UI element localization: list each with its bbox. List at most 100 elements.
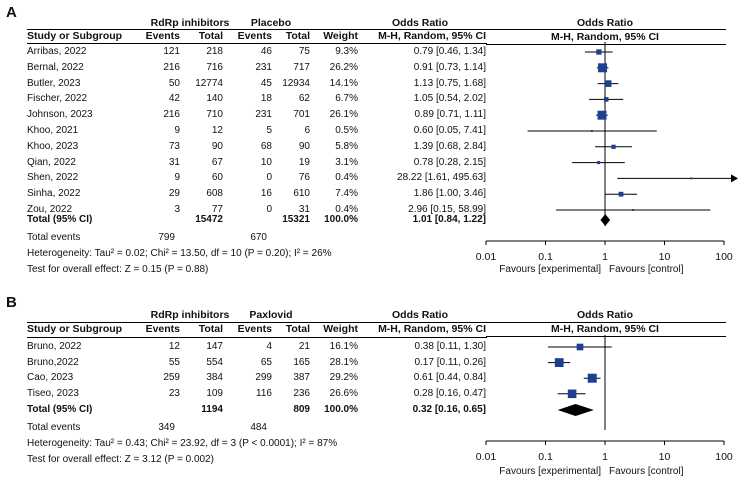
or-ci-cell: 0.60 [0.05, 7.41] <box>413 125 486 136</box>
total-events2: 670 <box>250 232 267 243</box>
panel-letter: A <box>6 4 17 21</box>
col-weight-header: Weight <box>323 323 358 335</box>
total2-sum: 15321 <box>282 214 310 225</box>
events1-cell: 31 <box>168 156 180 168</box>
weight-cell: 26.6% <box>329 387 358 399</box>
events1-cell: 9 <box>174 172 180 184</box>
or-ci-cell: 0.78 [0.28, 2.15] <box>413 156 486 168</box>
study-name: Shen, 2022 <box>27 172 79 184</box>
point-estimate-square <box>554 358 564 368</box>
study-name: Bruno,2022 <box>27 356 79 368</box>
x-tick-label: 10 <box>659 251 671 263</box>
weight-cell: 16.1% <box>329 341 358 352</box>
point-estimate-square <box>590 130 593 132</box>
favours-control-label: Favours [control] <box>609 264 684 275</box>
events2-cell: 0 <box>266 204 272 215</box>
plot-title: Odds Ratio <box>576 17 633 29</box>
weight-cell: 0.5% <box>335 125 358 136</box>
heterogeneity-text: Heterogeneity: Tau² = 0.43; Chi² = 23.92… <box>27 438 338 449</box>
total1-cell: 218 <box>206 46 223 57</box>
total2-cell: 610 <box>293 188 310 200</box>
col-total1-header: Total <box>198 323 223 335</box>
total2-cell: 701 <box>293 109 310 121</box>
weight-cell: 29.2% <box>329 372 358 384</box>
total2-cell: 75 <box>298 46 310 57</box>
events1-cell: 121 <box>163 46 180 57</box>
total-weight: 100.0% <box>324 214 358 225</box>
total2-cell: 21 <box>298 341 310 352</box>
group1-header: RdRp inhibitors <box>150 17 230 29</box>
x-tick-label: 0.01 <box>476 251 497 263</box>
x-tick-label: 100 <box>715 451 733 463</box>
total1-cell: 710 <box>206 109 223 121</box>
events2-cell: 45 <box>260 77 272 89</box>
total1-cell: 608 <box>206 188 223 200</box>
total1-cell: 77 <box>211 204 223 215</box>
events1-cell: 259 <box>163 372 180 384</box>
total1-cell: 12 <box>211 125 223 136</box>
x-tick-label: 0.01 <box>476 451 497 463</box>
or-ci-cell: 0.38 [0.11, 1.30] <box>414 341 486 352</box>
events1-cell: 216 <box>163 109 180 121</box>
events2-cell: 16 <box>260 188 272 200</box>
favours-experimental-label: Favours [experimental] <box>499 264 601 275</box>
weight-cell: 7.4% <box>335 188 358 200</box>
events2-cell: 116 <box>256 387 272 399</box>
total2-cell: 62 <box>298 93 310 105</box>
events2-cell: 231 <box>255 109 272 121</box>
col-or-method-header: M-H, Random, 95% CI <box>378 30 486 42</box>
point-estimate-square <box>597 161 601 165</box>
total1-cell: 109 <box>206 387 223 399</box>
total1-cell: 12774 <box>195 77 223 89</box>
events1-cell: 42 <box>168 93 180 105</box>
pooled-diamond <box>600 214 611 226</box>
weight-cell: 0.4% <box>335 172 358 184</box>
x-tick-label: 1 <box>602 251 608 263</box>
total-or-ci: 1.01 [0.84, 1.22] <box>412 214 486 225</box>
study-name: Qian, 2022 <box>27 156 76 168</box>
overall-effect-text: Test for overall effect: Z = 0.15 (P = 0… <box>27 264 209 275</box>
favours-control-label: Favours [control] <box>609 466 684 477</box>
total2-cell: 165 <box>293 356 310 368</box>
total-events1: 799 <box>158 232 175 243</box>
or-ci-cell: 0.89 [0.71, 1.11] <box>414 109 486 121</box>
events2-cell: 4 <box>266 341 272 352</box>
study-name: Johnson, 2023 <box>27 109 93 121</box>
plot-title-rule <box>486 322 726 323</box>
weight-cell: 14.1% <box>329 77 358 89</box>
or-ci-cell: 1.13 [0.75, 1.68] <box>413 77 486 89</box>
point-estimate-square <box>690 177 693 180</box>
or-ci-cell: 0.91 [0.73, 1.14] <box>413 61 486 73</box>
total-events-label: Total events <box>27 232 81 243</box>
x-tick-label: 1 <box>602 451 608 463</box>
ci-arrow <box>731 174 738 183</box>
events1-cell: 9 <box>174 125 180 136</box>
study-name: Cao, 2023 <box>27 372 74 384</box>
total2-cell: 19 <box>298 156 310 168</box>
overall-effect-text: Test for overall effect: Z = 3.12 (P = 0… <box>27 454 214 465</box>
total1-cell: 716 <box>206 61 223 73</box>
panel-letter: B <box>6 294 17 311</box>
point-estimate-square <box>618 191 624 197</box>
total1-sum: 15472 <box>195 214 223 225</box>
weight-cell: 26.2% <box>329 61 358 73</box>
study-name: Arribas, 2022 <box>27 46 87 57</box>
total2-cell: 90 <box>298 140 310 152</box>
table-top-rule <box>27 322 487 323</box>
point-estimate-square <box>596 49 602 55</box>
col-events2-header: Events <box>237 30 272 42</box>
table-header-rule <box>27 337 487 338</box>
group2-header: Paxlovid <box>249 309 293 321</box>
or-ci-cell: 0.17 [0.11, 0.26] <box>414 356 486 368</box>
point-estimate-square <box>611 144 616 149</box>
x-tick-label: 0.1 <box>538 451 553 463</box>
events2-cell: 231 <box>255 61 272 73</box>
plot-title: Odds Ratio <box>576 309 633 321</box>
total2-cell: 12934 <box>282 77 310 89</box>
total1-cell: 90 <box>211 140 223 152</box>
total1-cell: 60 <box>211 172 223 184</box>
study-name: Bernal, 2022 <box>27 61 84 73</box>
events2-cell: 10 <box>260 156 272 168</box>
total-label: Total (95% CI) <box>27 214 93 225</box>
study-name: Fischer, 2022 <box>27 93 88 105</box>
